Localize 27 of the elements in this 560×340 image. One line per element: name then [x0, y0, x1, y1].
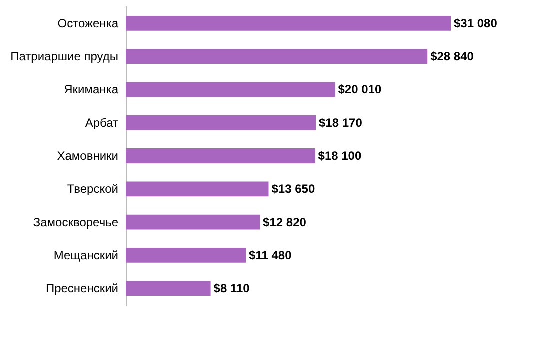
- y-tick-label: Мещанский: [54, 248, 118, 262]
- data-label: $31 080: [454, 16, 498, 30]
- bar: [126, 49, 428, 64]
- bar: [126, 148, 316, 164]
- y-tick-label: Тверской: [67, 182, 118, 196]
- data-label: $28 840: [430, 50, 474, 64]
- bar: [126, 248, 246, 263]
- data-label: $13 650: [272, 182, 316, 196]
- bar: [126, 281, 211, 296]
- bar: [126, 214, 260, 230]
- data-label: $11 480: [249, 248, 292, 262]
- data-label: $12 820: [263, 215, 307, 230]
- data-label: $8 110: [214, 282, 250, 296]
- y-tick-label: Замоскворечье: [33, 215, 119, 230]
- bar: [126, 82, 336, 98]
- y-tick-label: Арбат: [85, 116, 119, 130]
- y-tick-label: Хамовники: [57, 149, 118, 163]
- data-label: $18 100: [318, 149, 362, 163]
- y-tick-label: Пресненский: [46, 282, 118, 296]
- y-tick-label: Якиманка: [64, 82, 119, 97]
- bar: [126, 182, 269, 197]
- y-tick-label: Остоженка: [58, 16, 119, 30]
- data-label: $18 170: [319, 116, 363, 130]
- bar: [126, 115, 316, 130]
- y-tick-label: Патриаршие пруды: [10, 50, 118, 64]
- data-label: $20 010: [338, 82, 382, 97]
- bar: [126, 16, 451, 31]
